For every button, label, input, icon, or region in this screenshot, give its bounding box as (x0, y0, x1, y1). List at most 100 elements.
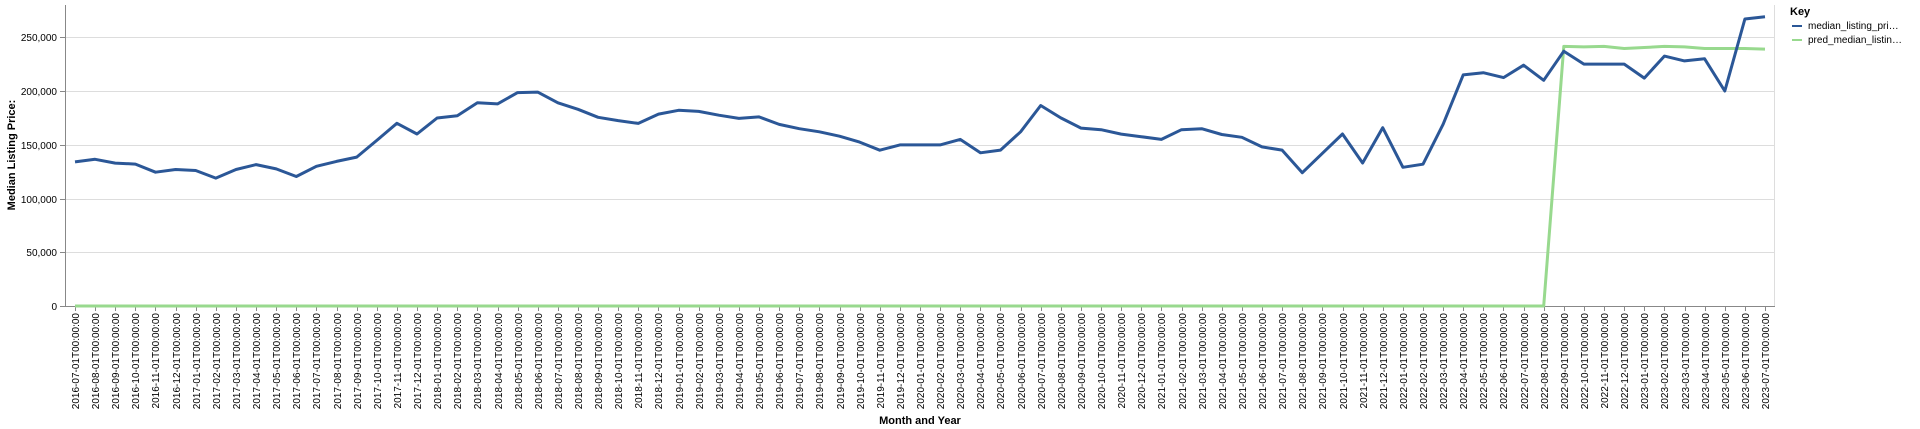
x-tick-label: 2023-02-01T00:00:00 (1660, 313, 1671, 410)
x-tick-label: 2018-02-01T00:00:00 (453, 313, 464, 410)
x-tick-label: 2019-03-01T00:00:00 (715, 313, 726, 410)
x-tick-label: 2017-06-01T00:00:00 (292, 313, 303, 410)
x-tick-label: 2018-10-01T00:00:00 (614, 313, 625, 410)
x-tick-label: 2018-08-01T00:00:00 (574, 313, 585, 410)
x-tick-label: 2018-07-01T00:00:00 (554, 313, 565, 410)
x-tick-label: 2017-09-01T00:00:00 (353, 313, 364, 410)
x-tick-label: 2021-08-01T00:00:00 (1298, 313, 1309, 410)
x-tick-label: 2017-07-01T00:00:00 (312, 313, 323, 410)
x-tick-label: 2019-08-01T00:00:00 (815, 313, 826, 410)
gridlines (60, 37, 1775, 311)
legend-label-pred: pred_median_listin… (1808, 35, 1902, 46)
y-tick-label: 0 (51, 302, 57, 313)
x-tick-label: 2017-11-01T00:00:00 (393, 313, 404, 409)
x-tick-label: 2021-06-01T00:00:00 (1258, 313, 1269, 410)
x-tick-label: 2016-09-01T00:00:00 (111, 313, 122, 410)
x-tick-label: 2022-03-01T00:00:00 (1439, 313, 1450, 410)
x-tick-labels: 2016-07-01T00:00:00 2016-08-01T00:00:00 20… (71, 313, 1772, 410)
x-tick-label: 2019-07-01T00:00:00 (795, 313, 806, 410)
x-tick-label: 2021-09-01T00:00:00 (1318, 313, 1329, 410)
x-tick-label: 2017-10-01T00:00:00 (373, 313, 384, 410)
x-tick-label: 2019-01-01T00:00:00 (675, 313, 686, 410)
x-tick-label: 2017-04-01T00:00:00 (252, 313, 263, 410)
x-tick-label: 2018-05-01T00:00:00 (514, 313, 525, 410)
x-tick-label: 2018-11-01T00:00:00 (634, 313, 645, 409)
x-tick-label: 2021-07-01T00:00:00 (1278, 313, 1289, 410)
y-tick-label: 200,000 (21, 87, 58, 98)
x-tick-label: 2022-05-01T00:00:00 (1479, 313, 1490, 410)
series-line-pred (75, 44, 1766, 308)
x-tick-label: 2023-07-01T00:00:00 (1761, 313, 1772, 410)
x-tick-label: 2022-07-01T00:00:00 (1520, 313, 1531, 410)
y-tick-label: 250,000 (21, 33, 58, 44)
x-tick-label: 2018-01-01T00:00:00 (433, 313, 444, 410)
series-line-actual (74, 15, 1766, 180)
x-tick-label: 2020-03-01T00:00:00 (956, 313, 967, 410)
x-tick-label: 2016-10-01T00:00:00 (131, 313, 142, 410)
x-tick-label: 2020-07-01T00:00:00 (1037, 313, 1048, 410)
axes (65, 5, 1775, 307)
x-tick-label: 2020-06-01T00:00:00 (1017, 313, 1028, 410)
x-tick-label: 2020-05-01T00:00:00 (996, 313, 1007, 410)
x-tick-label: 2021-11-01T00:00:00 (1359, 313, 1370, 409)
x-tick-label: 2020-02-01T00:00:00 (936, 313, 947, 410)
x-tick-label: 2023-03-01T00:00:00 (1681, 313, 1692, 410)
x-tick-label: 2020-04-01T00:00:00 (976, 313, 987, 410)
x-tick-label: 2023-04-01T00:00:00 (1701, 313, 1712, 410)
x-tick-label: 2021-02-01T00:00:00 (1178, 313, 1189, 410)
x-tick-label: 2017-03-01T00:00:00 (232, 313, 243, 410)
x-tick-label: 2017-08-01T00:00:00 (333, 313, 344, 410)
x-tick-label: 2018-03-01T00:00:00 (473, 313, 484, 410)
x-tick-label: 2018-12-01T00:00:00 (654, 313, 665, 410)
x-tick-label: 2020-09-01T00:00:00 (1077, 313, 1088, 410)
x-tick-label: 2019-10-01T00:00:00 (856, 313, 867, 410)
x-tick-label: 2022-06-01T00:00:00 (1499, 313, 1510, 410)
x-tick-label: 2022-10-01T00:00:00 (1580, 313, 1591, 410)
x-tick-label: 2022-09-01T00:00:00 (1560, 313, 1571, 410)
x-tick-label: 2021-12-01T00:00:00 (1379, 313, 1390, 410)
x-tick-label: 2017-12-01T00:00:00 (413, 313, 424, 410)
x-tick-label: 2019-09-01T00:00:00 (836, 313, 847, 410)
x-axis-title: Month and Year (879, 415, 961, 427)
x-tick-label: 2016-12-01T00:00:00 (172, 313, 183, 410)
x-tick-label: 2019-04-01T00:00:00 (735, 313, 746, 410)
x-tick-label: 2019-05-01T00:00:00 (755, 313, 766, 410)
y-tick-labels: 0 50,000 100,000 150,000 200,000 250,000 (21, 33, 58, 313)
x-tick-label: 2022-04-01T00:00:00 (1459, 313, 1470, 410)
x-tick-label: 2017-05-01T00:00:00 (272, 313, 283, 410)
y-tick-label: 100,000 (21, 195, 58, 206)
x-tick-label: 2019-11-01T00:00:00 (876, 313, 887, 409)
x-tick-label: 2023-01-01T00:00:00 (1640, 313, 1651, 410)
y-axis-title: Median Listing Price: (6, 100, 18, 211)
legend-label-actual: median_listing_pri… (1808, 21, 1899, 32)
x-tick-label: 2022-01-01T00:00:00 (1399, 313, 1410, 410)
x-tick-label: 2020-08-01T00:00:00 (1057, 313, 1068, 410)
legend: Key median_listing_pri… pred_median_list… (1790, 6, 1902, 46)
y-tick-label: 150,000 (21, 141, 58, 152)
x-tick-label: 2022-02-01T00:00:00 (1419, 313, 1430, 410)
x-tick-label: 2016-07-01T00:00:00 (71, 313, 82, 410)
x-tick-label: 2022-12-01T00:00:00 (1620, 313, 1631, 410)
series-lines (74, 15, 1766, 308)
x-tick-label: 2016-08-01T00:00:00 (91, 313, 102, 410)
x-tick-label: 2017-01-01T00:00:00 (192, 313, 203, 410)
y-tick-label: 50,000 (26, 248, 57, 259)
x-tick-label: 2019-12-01T00:00:00 (896, 313, 907, 410)
legend-title: Key (1790, 6, 1811, 18)
x-tick-label: 2023-05-01T00:00:00 (1721, 313, 1732, 410)
x-tick-label: 2020-10-01T00:00:00 (1097, 313, 1108, 410)
x-tick-label: 2021-10-01T00:00:00 (1339, 313, 1350, 410)
x-tick-label: 2018-04-01T00:00:00 (494, 313, 505, 410)
x-tick-label: 2021-04-01T00:00:00 (1218, 313, 1229, 410)
x-tick-label: 2020-01-01T00:00:00 (916, 313, 927, 410)
x-tick-label: 2018-09-01T00:00:00 (594, 313, 605, 410)
x-tick-label: 2022-08-01T00:00:00 (1540, 313, 1551, 410)
x-tick-label: 2021-05-01T00:00:00 (1238, 313, 1249, 410)
x-tick-label: 2021-03-01T00:00:00 (1198, 313, 1209, 410)
x-tick-label: 2022-11-01T00:00:00 (1600, 313, 1611, 409)
x-tick-label: 2021-01-01T00:00:00 (1157, 313, 1168, 410)
x-tick-label: 2017-02-01T00:00:00 (212, 313, 223, 410)
x-tick-label: 2020-11-01T00:00:00 (1117, 313, 1128, 409)
x-tick-label: 2023-06-01T00:00:00 (1741, 313, 1752, 410)
